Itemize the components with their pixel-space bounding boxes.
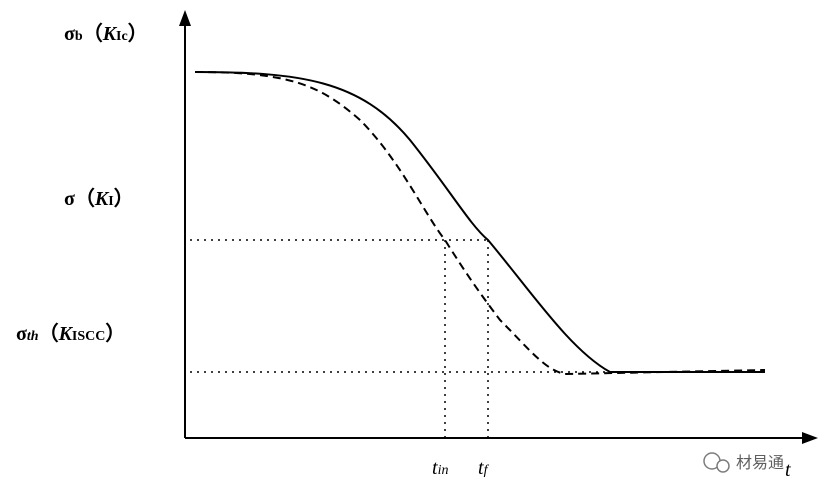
y-label-top: σb（KIc）: [64, 22, 148, 45]
label-part: （: [83, 22, 103, 45]
label-part: th: [27, 329, 39, 344]
y-arrow: [179, 10, 191, 26]
x-label-tin: tin: [432, 457, 448, 479]
x-arrow: [802, 432, 818, 444]
y-label-low: σth（KISCC）: [16, 322, 125, 345]
label-part: σ: [64, 23, 75, 45]
watermark: 材易通: [703, 452, 784, 473]
label-part: ISCC: [72, 329, 105, 344]
label-part: ）: [114, 187, 134, 210]
label-part: in: [438, 463, 449, 478]
x-axis-label: t: [785, 459, 791, 481]
watermark-icon: [716, 459, 730, 473]
dashed-curve: [194, 71, 766, 376]
label-part: I: [108, 194, 113, 209]
x-label-tf: tf: [478, 457, 490, 479]
label-part: t: [478, 457, 484, 479]
label-part: f: [484, 463, 490, 478]
solid-curve: [194, 71, 765, 373]
label-part: ）: [128, 22, 148, 45]
label-part: K: [94, 188, 110, 210]
label-part: σ: [16, 323, 27, 345]
label-part: （: [75, 187, 95, 210]
label-part: t: [432, 457, 438, 479]
y-label-mid: σ（KI）: [64, 187, 134, 210]
label-part: b: [75, 29, 83, 44]
label-part: K: [102, 23, 118, 45]
label-part: K: [58, 323, 74, 345]
guides: [190, 239, 610, 438]
label-part: Ic: [116, 29, 128, 44]
watermark-text: 材易通: [736, 453, 784, 472]
label-part: σ: [64, 188, 75, 210]
label-part: ）: [105, 322, 125, 345]
label-part: （: [39, 322, 59, 345]
